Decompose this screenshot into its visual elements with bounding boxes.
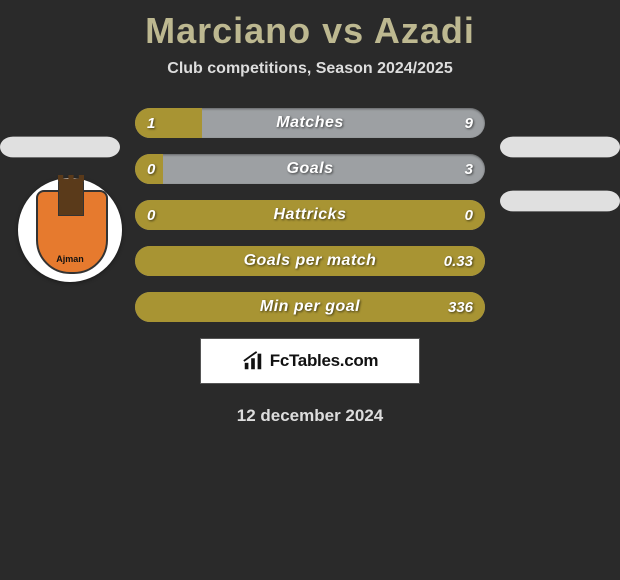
stats-bars: 1Matches90Goals30Hattricks0Goals per mat… <box>0 108 620 322</box>
stat-row: 0Goals3 <box>135 154 485 184</box>
stat-row: 0Hattricks0 <box>135 200 485 230</box>
player2-name: Azadi <box>374 10 475 51</box>
source-logo-box: FcTables.com <box>200 338 420 384</box>
stat-row: Min per goal336 <box>135 292 485 322</box>
stat-value-right: 9 <box>465 108 473 138</box>
stat-row: 1Matches9 <box>135 108 485 138</box>
player1-name: Marciano <box>145 10 311 51</box>
stat-label: Min per goal <box>135 292 485 322</box>
snapshot-date: 12 december 2024 <box>0 406 620 426</box>
stat-row: Goals per match0.33 <box>135 246 485 276</box>
stat-value-right: 3 <box>465 154 473 184</box>
page-title: Marciano vs Azadi <box>0 10 620 52</box>
stat-label: Hattricks <box>135 200 485 230</box>
source-logo-text: FcTables.com <box>270 351 379 371</box>
vs-label: vs <box>322 10 364 51</box>
stat-value-right: 0 <box>465 200 473 230</box>
comparison-card: Marciano vs Azadi Club competitions, Sea… <box>0 10 620 580</box>
stat-value-right: 0.33 <box>444 246 473 276</box>
subtitle: Club competitions, Season 2024/2025 <box>0 60 620 78</box>
stat-label: Matches <box>135 108 485 138</box>
stat-label: Goals per match <box>135 246 485 276</box>
stat-label: Goals <box>135 154 485 184</box>
bar-chart-icon <box>242 350 264 372</box>
stat-value-right: 336 <box>448 292 473 322</box>
